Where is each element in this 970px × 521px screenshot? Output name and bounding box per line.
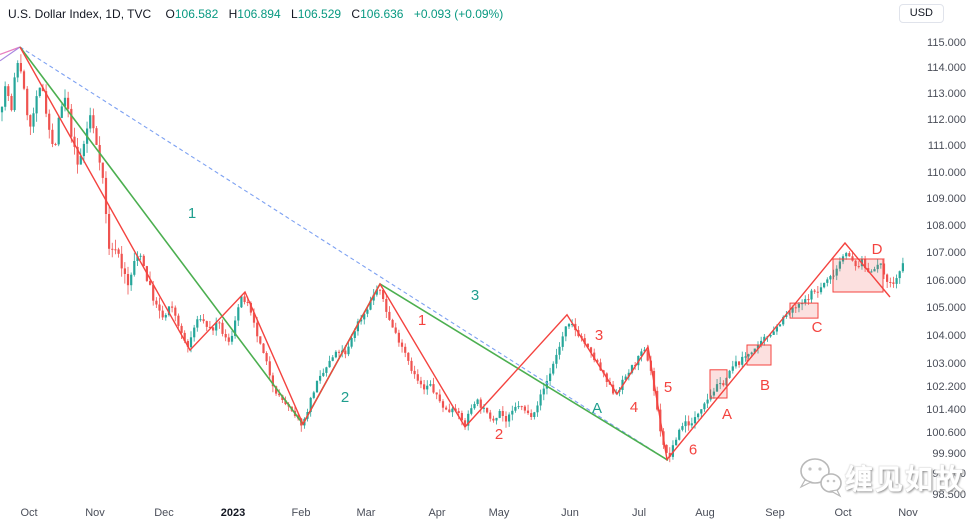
close-label: C [351, 7, 361, 21]
price-tick-label: 112.000 [927, 114, 966, 127]
price-tick-label: 102.200 [926, 381, 966, 394]
time-tick-label: Nov [898, 507, 918, 519]
fan-trend-line[interactable] [0, 46, 21, 62]
time-tick-label: Oct [20, 507, 38, 519]
price-tick-label: 103.000 [926, 358, 966, 371]
price-tick-label: 111.000 [927, 140, 966, 153]
wave-labels-layer[interactable]: 1 2 3 A 1 2 3 4 5 6 A B C D [188, 205, 883, 459]
time-tick-label: Sep [765, 507, 785, 519]
time-axis[interactable] [0, 500, 970, 521]
price-tick-label: 101.400 [926, 404, 966, 417]
time-tick-label: Feb [291, 507, 311, 519]
time-tick-label: Jun [561, 507, 579, 519]
time-tick-label: 2023 [220, 507, 246, 519]
wave-label-d[interactable]: D [872, 241, 883, 258]
highlight-boxes-layer[interactable] [709, 258, 884, 399]
wave-label-a[interactable]: A [722, 406, 732, 423]
wave-label-3[interactable]: 3 [471, 287, 479, 304]
close-value: 106.636 [360, 7, 404, 21]
dashed-trend-line[interactable] [19, 46, 669, 461]
wave-label-6[interactable]: 6 [689, 442, 697, 459]
price-tick-label: 105.000 [926, 302, 966, 315]
price-tick-label: 115.000 [927, 36, 966, 49]
change-value: +0.093 (+0.09%) [413, 7, 504, 21]
price-tick-label: 106.000 [926, 274, 966, 287]
price-tick-label: 113.000 [927, 88, 966, 101]
wave-label-4[interactable]: 4 [630, 399, 638, 416]
wave-label-1[interactable]: 1 [188, 205, 196, 222]
high-label: H [228, 7, 238, 21]
time-tick-label: Mar [356, 507, 376, 519]
time-tick-label: Dec [154, 507, 174, 519]
price-tick-label: 99.900 [932, 447, 966, 460]
wave-label-1[interactable]: 1 [418, 312, 426, 329]
high-value: 106.894 [237, 7, 281, 21]
time-tick-label: Nov [85, 507, 105, 519]
price-tick-label: 104.000 [926, 330, 966, 343]
price-tick-label: 110.000 [927, 166, 966, 179]
red-zigzag-line[interactable] [19, 46, 891, 462]
time-tick-label: May [488, 507, 510, 519]
price-tick-label: 99.200 [932, 468, 966, 481]
price-tick-label: 109.000 [926, 193, 966, 206]
symbol-header: U.S. Dollar Index, 1D, TVC O106.582 H106… [8, 7, 503, 21]
wave-label-c[interactable]: C [812, 319, 823, 336]
symbol-title[interactable]: U.S. Dollar Index, 1D, TVC [8, 7, 152, 21]
open-value: 106.582 [174, 7, 219, 21]
trend-lines-layer[interactable] [0, 46, 891, 462]
wave-label-3[interactable]: 3 [595, 327, 603, 344]
candles-layer [0, 54, 904, 463]
time-tick-label: Apr [428, 507, 446, 519]
time-tick-label: Oct [834, 507, 852, 519]
highlight-box[interactable] [709, 369, 728, 399]
wave-label-5[interactable]: 5 [664, 379, 672, 396]
wave-label-a[interactable]: A [592, 400, 602, 417]
highlight-box[interactable] [746, 344, 772, 366]
price-tick-label: 107.000 [926, 247, 966, 260]
price-tick-label: 108.000 [926, 220, 966, 233]
currency-usd-button[interactable]: USD [898, 4, 944, 23]
wave-label-2[interactable]: 2 [495, 426, 503, 443]
price-tick-label: 100.600 [926, 427, 966, 440]
low-label: L [291, 7, 298, 21]
price-tick-label: 98.500 [932, 488, 966, 501]
wave-label-b[interactable]: B [760, 377, 770, 394]
wave-label-2[interactable]: 2 [341, 389, 349, 406]
fan-trend-line[interactable] [0, 46, 21, 55]
low-value: 106.529 [297, 7, 342, 21]
time-tick-label: Aug [695, 507, 715, 519]
time-tick-label: Jul [631, 507, 647, 519]
open-label: O [165, 7, 175, 21]
highlight-box[interactable] [832, 258, 884, 293]
price-tick-label: 114.000 [927, 62, 966, 75]
